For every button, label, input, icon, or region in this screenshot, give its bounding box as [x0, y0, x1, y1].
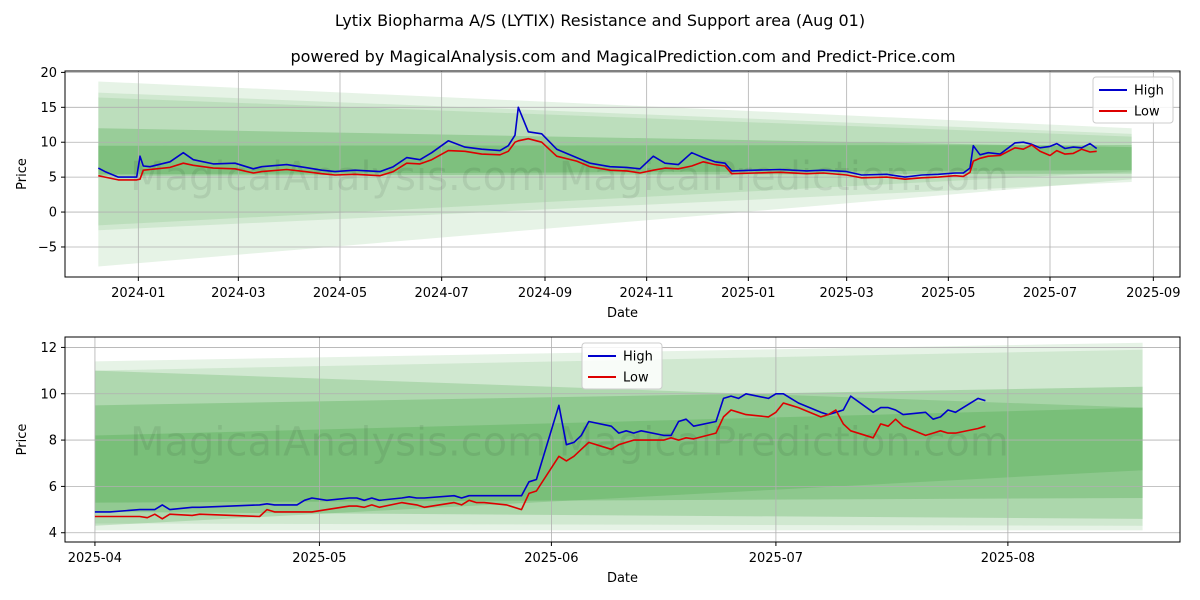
- bottom-chart-panel: 2025-04 2025-05 2025-06 2025-07 2025-08 12 10 8…: [15, 336, 1181, 586]
- x-tick-label: 2024-05: [313, 286, 367, 301]
- x-tick-label: 2025-04: [68, 551, 122, 566]
- y-tick-label: 12: [40, 341, 57, 356]
- support-resistance-band: [98, 81, 1132, 226]
- legend: High Low: [581, 342, 663, 390]
- x-axis-label: Date: [607, 306, 638, 321]
- x-tick-label: 2025-09: [1126, 286, 1180, 301]
- legend-label-high: High: [1134, 84, 1164, 99]
- x-tick-label: 2025-03: [820, 286, 874, 301]
- x-tick-label: 2024-09: [518, 286, 572, 301]
- x-tick-label: 2025-01: [721, 286, 775, 301]
- watermark-text: MagicalAnalysis.com MagicalPrediction.co…: [130, 420, 1009, 466]
- y-tick-label: 10: [40, 387, 57, 402]
- x-tick-label: 2025-05: [292, 551, 346, 566]
- support-resistance-band: [94, 370, 1143, 526]
- support-resistance-band: [94, 407, 1143, 519]
- legend-label-low: Low: [1134, 105, 1160, 120]
- plot-frame: [64, 70, 1181, 278]
- y-tick-label: 10: [40, 136, 57, 151]
- y-axis-label: Price: [15, 424, 30, 456]
- chart-title: Lytix Biopharma A/S (LYTIX) Resistance a…: [335, 11, 865, 30]
- support-resistance-band: [94, 342, 1143, 531]
- support-resistance-band: [98, 145, 1132, 175]
- plot-frame: [64, 336, 1181, 543]
- top-chart-panel: 2024-01 2024-03 2024-05 2024-07 2024-09 2024-…: [15, 66, 1181, 321]
- y-axis-label: Price: [15, 158, 30, 190]
- x-tick-label: 2025-05: [921, 286, 975, 301]
- x-tick-label: 2025-07: [1023, 286, 1077, 301]
- support-resistance-band: [98, 128, 1132, 176]
- legend-label-low: Low: [623, 371, 649, 386]
- x-tick-label: 2024-01: [111, 286, 165, 301]
- chart-subtitle: powered by MagicalAnalysis.com and Magic…: [290, 47, 955, 66]
- support-resistance-band: [98, 97, 1132, 267]
- x-tick-label: 2025-08: [981, 551, 1035, 566]
- support-resistance-band: [98, 92, 1132, 231]
- x-tick-label: 2025-07: [749, 551, 803, 566]
- y-tick-label: 0: [49, 206, 57, 221]
- series-line-low: [98, 137, 1097, 181]
- y-tick-label: 6: [49, 480, 57, 495]
- x-tick-label: 2025-06: [524, 551, 578, 566]
- legend-label-high: High: [623, 350, 653, 365]
- y-tick-label: 8: [49, 434, 57, 449]
- x-tick-label: 2024-11: [620, 286, 674, 301]
- y-tick-label: 15: [40, 101, 57, 116]
- series-line-high: [94, 393, 986, 513]
- y-tick-label: 5: [49, 171, 57, 186]
- series-line-low: [94, 402, 986, 520]
- x-tick-label: 2024-07: [415, 286, 469, 301]
- y-tick-label: 20: [40, 66, 57, 81]
- y-tick-label: −5: [38, 240, 57, 255]
- legend: High Low: [1092, 76, 1174, 124]
- series-line-high: [97, 106, 1098, 178]
- x-tick-label: 2024-03: [211, 286, 265, 301]
- x-axis-label: Date: [607, 571, 638, 586]
- y-tick-label: 4: [49, 526, 57, 541]
